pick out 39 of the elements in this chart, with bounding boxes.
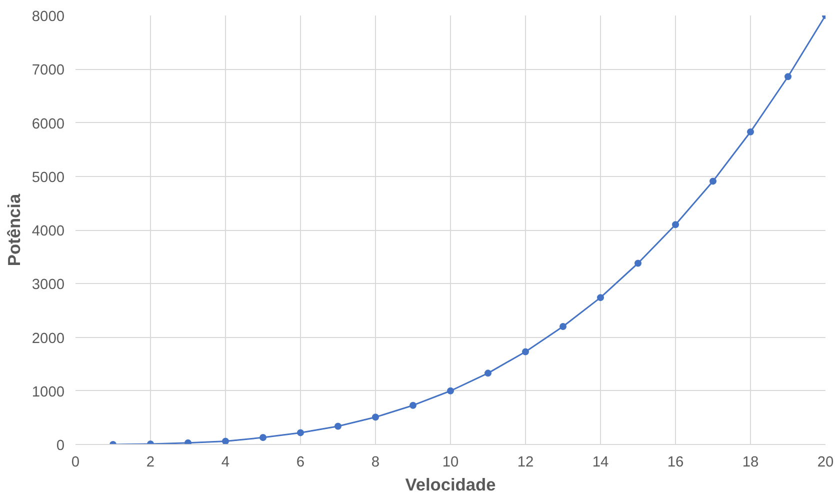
y-tick-label: 4000: [32, 224, 65, 240]
point: [410, 402, 416, 409]
x-tick-label: 0: [71, 454, 80, 470]
y-tick-label: 5000: [32, 170, 65, 186]
y-tick-label: 1000: [32, 384, 65, 400]
point: [522, 348, 529, 356]
point: [222, 438, 229, 444]
y-tick-label: 7000: [32, 62, 65, 79]
x-tick-label: 6: [296, 454, 305, 470]
y-tick-label: 8000: [32, 9, 65, 25]
x-tick-label: 14: [592, 454, 609, 470]
x-tick-label: 10: [442, 454, 459, 470]
point: [372, 414, 379, 421]
point: [710, 178, 716, 185]
point: [297, 429, 304, 436]
point: [260, 434, 266, 442]
x-axis-title: Velocidade: [405, 474, 496, 494]
point: [334, 422, 342, 430]
y-axis-title: Potência: [4, 194, 24, 266]
point: [447, 387, 454, 394]
point: [672, 221, 679, 228]
point: [184, 439, 192, 444]
x-tick-label: 4: [221, 454, 230, 470]
point: [784, 73, 792, 80]
x-tick-label: 12: [517, 454, 534, 470]
x-tick-label: 20: [817, 454, 834, 470]
point: [560, 323, 566, 330]
point: [597, 294, 604, 302]
y-tick-label: 3000: [32, 277, 65, 294]
x-tick-label: 8: [371, 454, 380, 470]
x-tick-label: 16: [667, 454, 684, 470]
point: [634, 260, 642, 267]
y-tick-label: 6000: [32, 116, 65, 132]
y-tick-label: 2000: [32, 330, 65, 347]
x-tick-label: 18: [742, 454, 759, 470]
point: [484, 370, 492, 377]
point: [747, 128, 754, 136]
x-tick-label: 2: [146, 454, 155, 470]
y-tick-label: 0: [56, 438, 65, 454]
